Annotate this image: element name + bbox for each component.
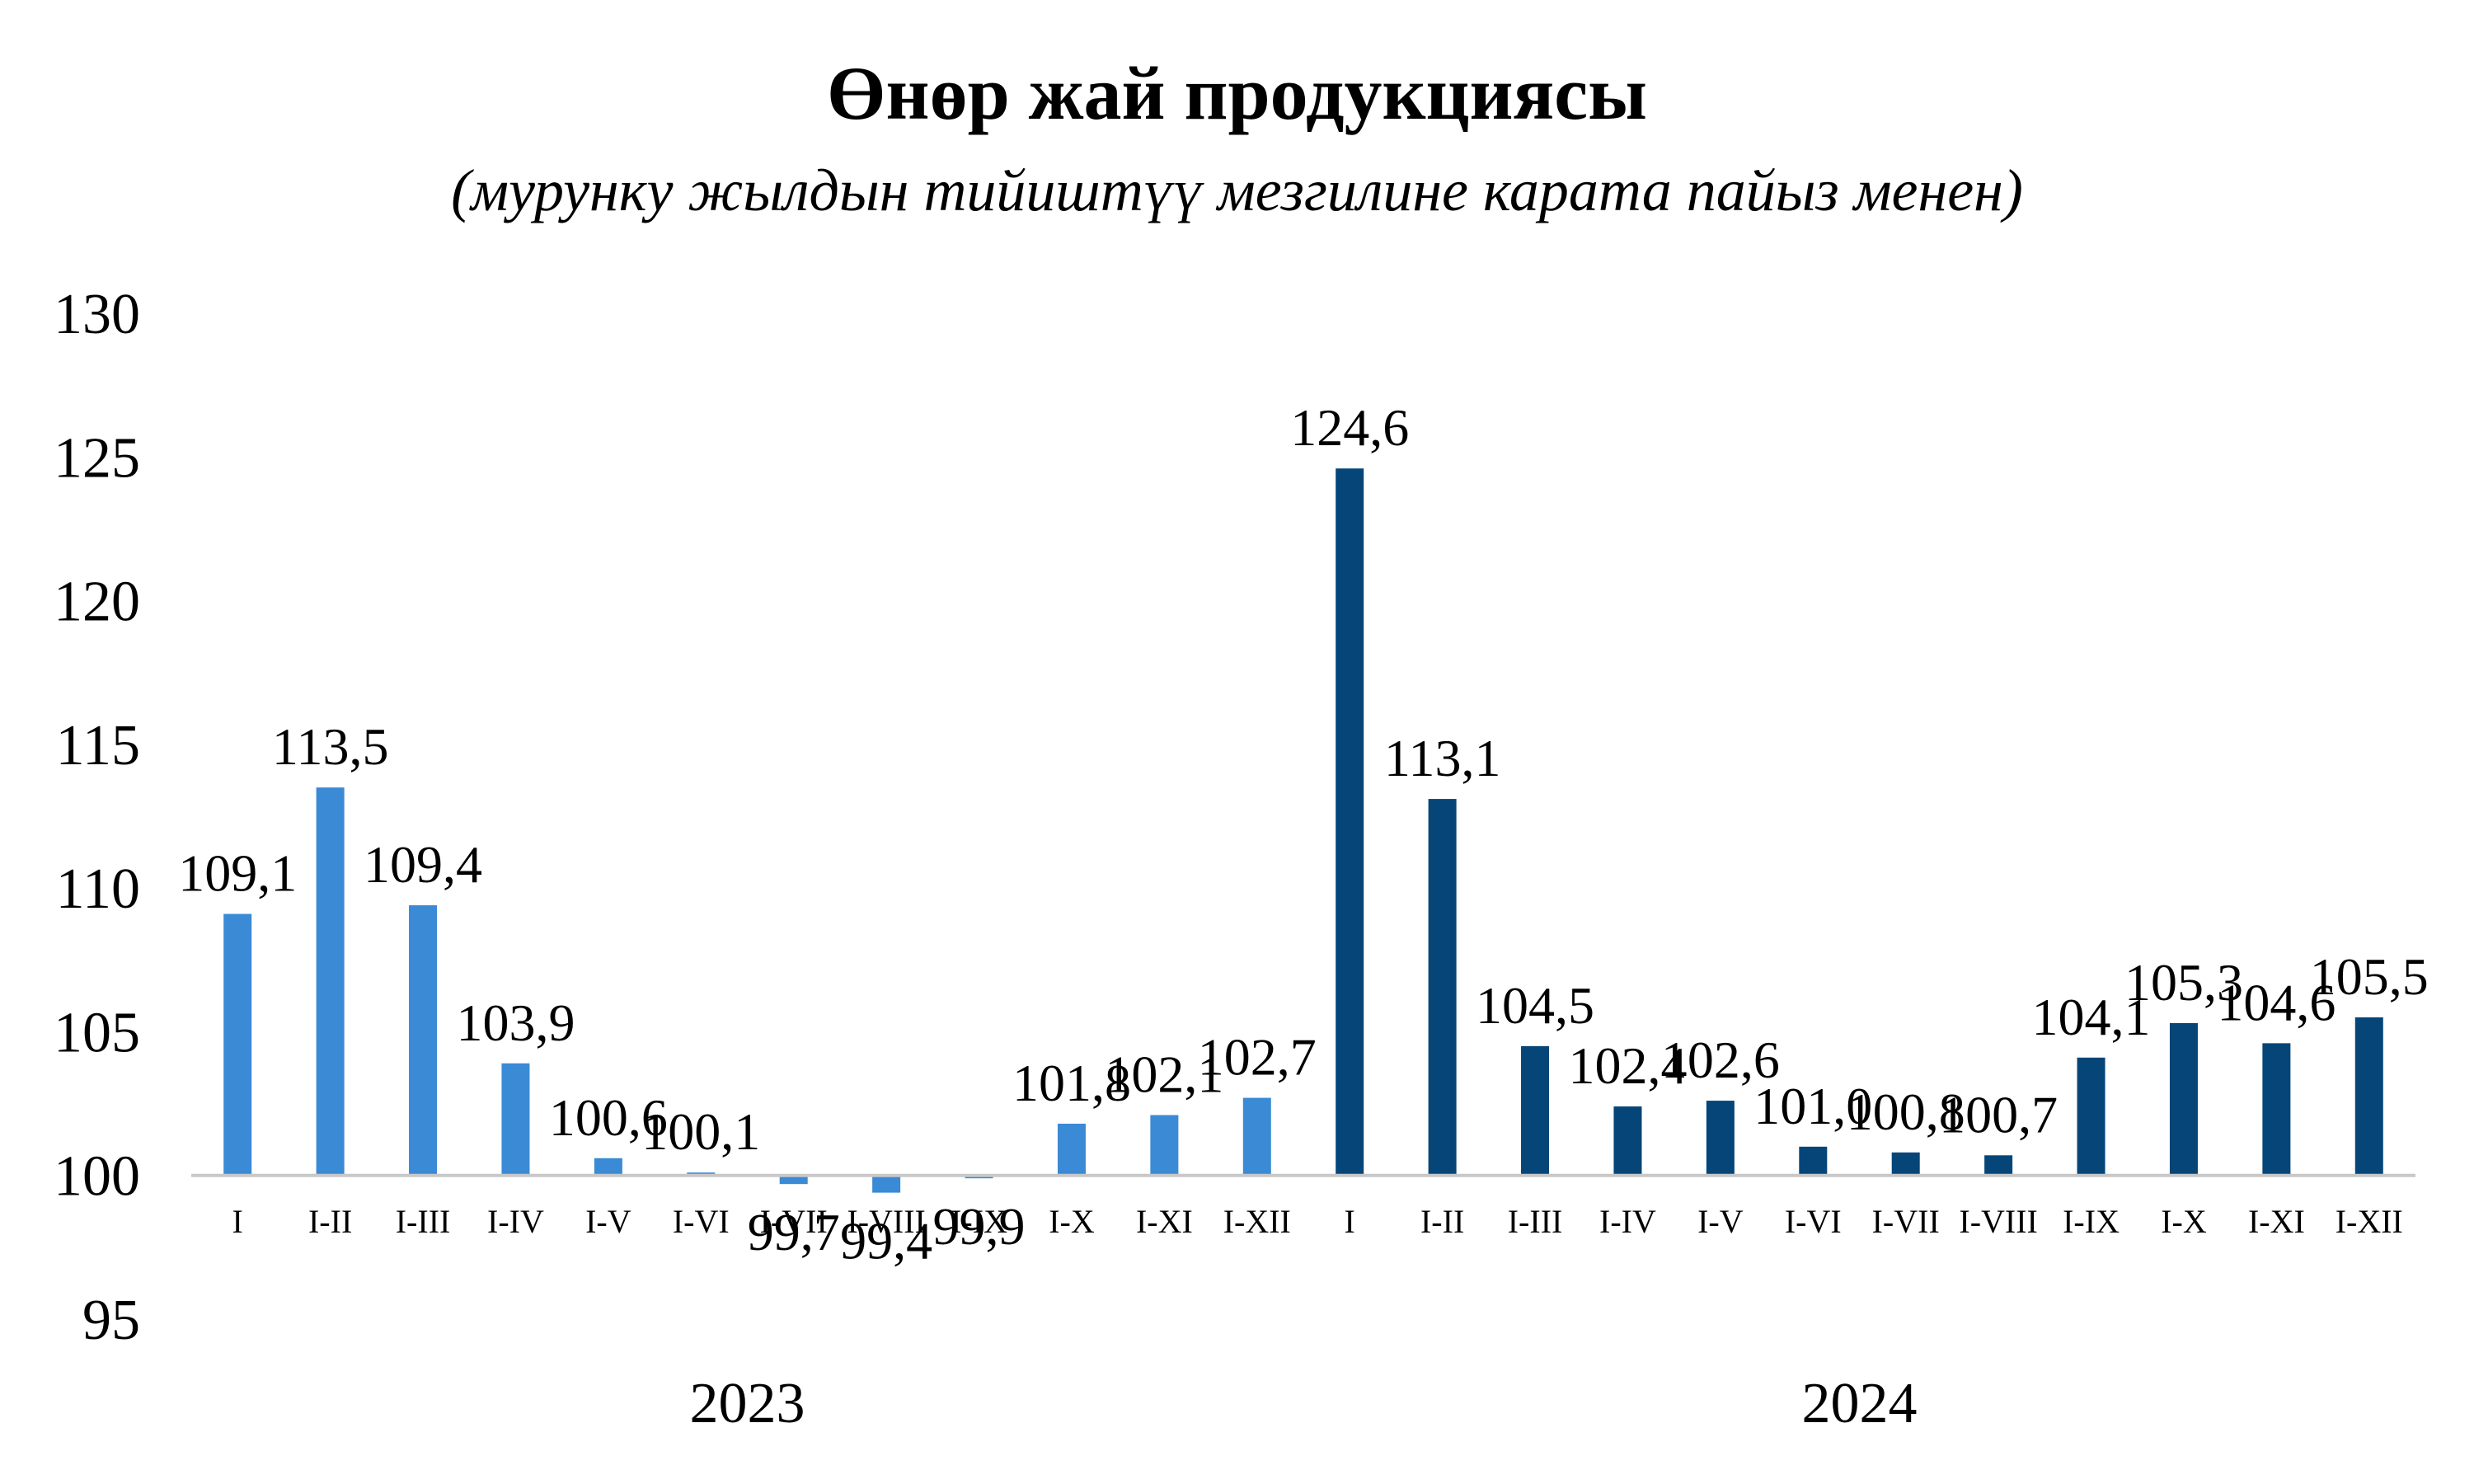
x-tick-label: I-X <box>2161 1203 2207 1240</box>
x-tick-label: I-VIII <box>1959 1203 2038 1240</box>
bar <box>1984 1155 2013 1176</box>
x-tick-label: I-IV <box>487 1203 544 1240</box>
x-tick-label: I <box>1345 1203 1355 1240</box>
bar <box>316 787 345 1176</box>
data-label: 124,6 <box>1290 398 1409 457</box>
data-label: 101,0 <box>1753 1077 1872 1135</box>
x-tick-label: I-V <box>585 1203 631 1240</box>
data-label: 103,9 <box>456 993 575 1052</box>
group-label: 2024 <box>1802 1372 1918 1435</box>
chart-title: Өнөр жай продукциясы <box>827 51 1647 135</box>
bar <box>501 1063 530 1176</box>
bar <box>1150 1115 1179 1176</box>
data-label: 99,9 <box>933 1197 1026 1256</box>
bar <box>1428 799 1457 1176</box>
x-tick-label: I-VII <box>1872 1203 1940 1240</box>
data-label: 102,7 <box>1198 1028 1317 1087</box>
bar <box>1242 1097 1271 1176</box>
data-label: 109,1 <box>178 844 297 903</box>
bar <box>1891 1152 1920 1176</box>
data-label: 113,1 <box>1384 729 1501 787</box>
x-tick-label: I-II <box>1420 1203 1464 1240</box>
bar <box>223 913 252 1176</box>
y-tick-label: 110 <box>56 857 140 921</box>
data-label: 105,5 <box>2310 947 2429 1006</box>
x-tick-label: I-IX <box>2063 1203 2120 1240</box>
data-label: 105,3 <box>2124 953 2243 1012</box>
data-label: 102,4 <box>1568 1036 1687 1095</box>
group-label: 2023 <box>690 1372 805 1435</box>
x-tick-label: I-VI <box>1785 1203 1842 1240</box>
data-label: 109,4 <box>364 835 482 894</box>
data-label: 100,6 <box>549 1088 668 1147</box>
chart-subtitle: (мурунку жылдын тийиштүү мезгилине карат… <box>451 157 2023 223</box>
y-tick-label: 105 <box>54 1001 140 1064</box>
x-tick-label: I-VI <box>673 1203 730 1240</box>
x-tick-label: I-XI <box>2248 1203 2305 1240</box>
y-tick-label: 115 <box>56 714 140 777</box>
x-tick-label: I-XII <box>2336 1203 2403 1240</box>
data-label: 99,7 <box>748 1203 840 1261</box>
data-label: 100,7 <box>1939 1085 2058 1144</box>
bar <box>594 1158 622 1176</box>
data-label: 104,5 <box>1476 976 1594 1035</box>
bar <box>872 1175 901 1193</box>
x-tick-label: I-IV <box>1599 1203 1656 1240</box>
y-tick-label: 100 <box>54 1145 140 1209</box>
y-tick-label: 125 <box>54 426 140 490</box>
bar <box>1336 468 1364 1176</box>
x-tick-label: I-V <box>1697 1203 1744 1240</box>
data-label: 100,1 <box>641 1102 760 1161</box>
x-tick-label: I <box>232 1203 243 1240</box>
y-tick-label: 130 <box>54 283 140 346</box>
bar <box>2354 1017 2383 1176</box>
data-label: 101,8 <box>1012 1054 1131 1112</box>
data-label: 99,4 <box>840 1212 932 1270</box>
y-tick-label: 95 <box>82 1289 140 1352</box>
bar <box>2262 1043 2291 1176</box>
data-label: 102,1 <box>1105 1045 1223 1104</box>
x-tick-label: I-II <box>308 1203 352 1240</box>
bar <box>1706 1101 1735 1176</box>
x-tick-label: I-IX <box>951 1203 1007 1240</box>
x-tick-label: I-VII <box>760 1203 828 1240</box>
x-tick-label: I-VIII <box>847 1203 926 1240</box>
bar <box>409 905 438 1176</box>
x-tick-label: I-III <box>1508 1203 1563 1240</box>
data-label: 104,1 <box>2032 988 2151 1046</box>
bar <box>1799 1146 1828 1176</box>
bar <box>1057 1123 1086 1176</box>
y-tick-label: 120 <box>54 571 140 634</box>
data-label: 102,6 <box>1661 1031 1780 1089</box>
data-label: 113,5 <box>272 717 389 776</box>
x-tick-label: I-XII <box>1223 1203 1291 1240</box>
data-label: 104,6 <box>2217 973 2336 1031</box>
bar <box>1521 1045 1550 1176</box>
x-tick-label: I-III <box>396 1203 451 1240</box>
bar <box>1613 1106 1642 1176</box>
bar <box>2169 1022 2198 1176</box>
x-tick-label: I-XI <box>1136 1203 1193 1240</box>
bar <box>2077 1057 2105 1176</box>
data-label: 100,8 <box>1847 1082 1965 1141</box>
bar <box>779 1175 808 1185</box>
x-tick-label: I-X <box>1049 1203 1095 1240</box>
